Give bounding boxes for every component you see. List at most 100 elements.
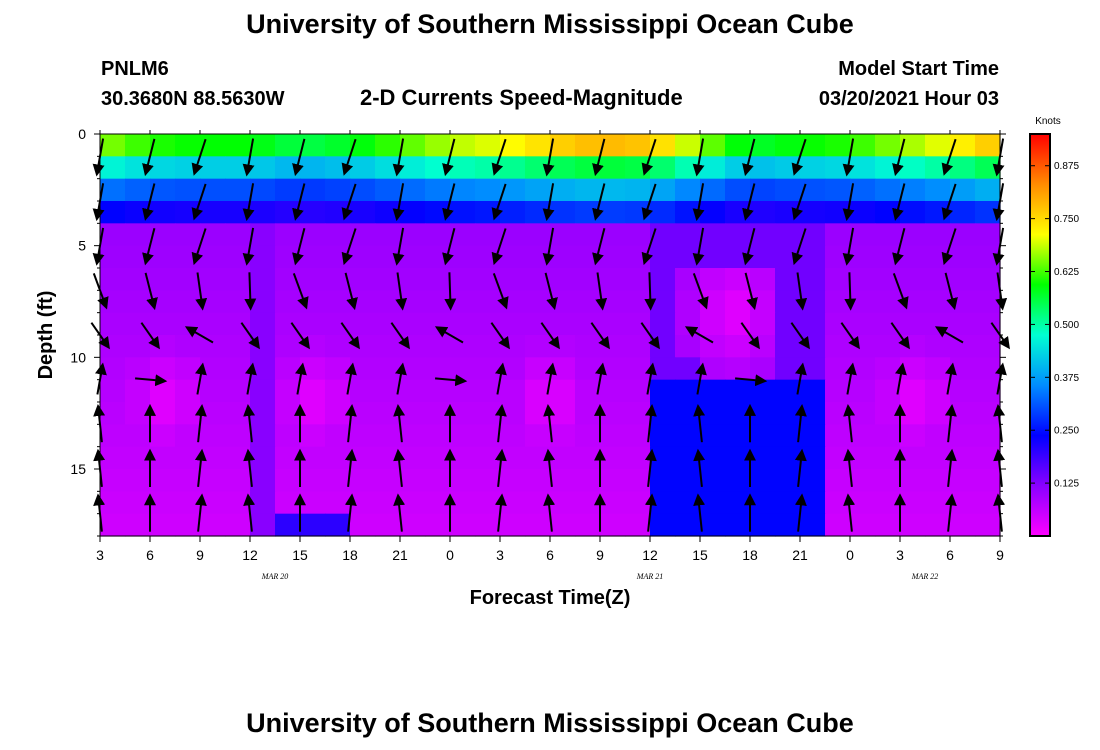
heatmap-cell xyxy=(725,424,751,448)
heatmap-cell xyxy=(250,201,276,224)
current-vector-arrow xyxy=(684,326,714,344)
heatmap-cell xyxy=(225,379,251,403)
current-vector-arrow xyxy=(142,183,156,221)
heatmap-cell xyxy=(550,424,576,448)
heatmap-cell xyxy=(925,379,951,403)
current-vector-arrow xyxy=(791,228,807,266)
heatmap-cell xyxy=(725,446,751,470)
heatmap-cell xyxy=(450,245,476,269)
heatmap-cell xyxy=(200,379,226,403)
current-vector-arrow xyxy=(491,228,507,266)
colorbar: Knots 0.875 0.750 0.625 0.500 0.375 0.250 0.12… xyxy=(1029,116,1079,537)
heatmap-cell xyxy=(675,402,701,425)
current-vector-arrow xyxy=(393,448,406,488)
heatmap-cell xyxy=(300,201,326,224)
heatmap-cell xyxy=(975,402,1001,425)
heatmap-cell xyxy=(950,201,976,224)
heatmap-cell xyxy=(600,290,626,314)
heatmap-cell xyxy=(825,469,851,492)
heatmap-cell xyxy=(400,379,426,403)
heatmap-cell xyxy=(650,201,676,224)
current-vector-arrow xyxy=(494,404,507,443)
heatmap-cell xyxy=(800,268,826,291)
heatmap-cell xyxy=(475,134,501,157)
heatmap-cell xyxy=(900,134,926,157)
heatmap-cell xyxy=(250,290,276,314)
heatmap-cell xyxy=(825,245,851,269)
heatmap-cell xyxy=(525,357,551,381)
heatmap-cell xyxy=(150,312,176,336)
heatmap-cell xyxy=(525,379,551,403)
heatmap-cell xyxy=(975,513,1001,537)
heatmap-cell xyxy=(250,357,276,381)
heatmap-cell xyxy=(600,357,626,381)
heatmap-cell xyxy=(775,357,801,381)
colorbar-tick-label: 0.500 xyxy=(1054,320,1079,331)
heatmap-cell xyxy=(675,201,701,224)
heatmap-cell xyxy=(425,469,451,492)
x-axis-title: Forecast Time(Z) xyxy=(470,587,631,609)
heatmap-cell xyxy=(350,469,376,492)
x-tick-label: 9 xyxy=(196,547,204,563)
y-tick-label: 10 xyxy=(70,349,86,365)
heatmap-cell xyxy=(325,312,351,336)
heatmap-cell xyxy=(700,268,726,291)
heatmap-cell xyxy=(550,379,576,403)
heatmap-cell xyxy=(925,446,951,470)
x-tick-label: 0 xyxy=(846,547,854,563)
heatmap-cell xyxy=(625,223,651,247)
heatmap-cell xyxy=(225,446,251,470)
current-vector-arrow xyxy=(842,227,855,266)
heatmap-cell xyxy=(200,513,226,537)
current-vector-arrow xyxy=(742,227,756,266)
heatmap-cell xyxy=(975,424,1001,448)
heatmap-cell xyxy=(600,469,626,492)
current-vector-arrow xyxy=(292,227,306,266)
heatmap-cell xyxy=(525,268,551,291)
current-vector-arrow xyxy=(693,493,706,532)
date-label: MAR 22 xyxy=(911,572,938,581)
current-vector-arrow xyxy=(595,362,607,395)
heatmap-cell xyxy=(950,156,976,180)
heatmap-cell xyxy=(125,312,151,336)
heatmap-cell xyxy=(350,156,376,180)
heatmap-cell xyxy=(975,134,1001,157)
current-vector-arrow xyxy=(345,362,357,395)
heatmap-cell xyxy=(325,379,351,403)
heatmap-cell xyxy=(775,446,801,470)
heatmap-cell xyxy=(475,513,501,537)
heatmap-cell xyxy=(550,178,576,202)
heatmap-cell xyxy=(450,402,476,425)
y-axis: 0 5 10 15 xyxy=(70,126,1006,537)
current-vector-arrow xyxy=(941,228,957,266)
heatmap-cell xyxy=(275,469,301,492)
heatmap-cell xyxy=(350,201,376,224)
heatmap-cell xyxy=(500,513,526,537)
heatmap-cell xyxy=(125,379,151,403)
heatmap-cell xyxy=(825,491,851,515)
heatmap-cell xyxy=(700,446,726,470)
heatmap-cell xyxy=(200,402,226,425)
current-vector-arrow xyxy=(791,138,807,176)
heatmap-cell xyxy=(400,312,426,336)
heatmap-cell xyxy=(275,335,301,358)
heatmap-cell xyxy=(175,446,201,470)
heatmap-cell xyxy=(850,469,876,492)
heatmap-cell xyxy=(250,446,276,470)
heatmap-cell xyxy=(850,134,876,157)
heatmap-cell xyxy=(925,223,951,247)
heatmap-cell xyxy=(400,156,426,180)
heatmap-cell xyxy=(525,223,551,247)
heatmap-cell xyxy=(950,402,976,425)
heatmap-cell xyxy=(650,312,676,336)
current-vector-arrow xyxy=(194,493,207,532)
heatmap-cell xyxy=(300,134,326,157)
date-label: MAR 21 xyxy=(636,572,663,581)
heatmap-cell xyxy=(675,156,701,180)
current-vector-arrow xyxy=(195,362,207,395)
current-vector-arrow xyxy=(491,183,507,221)
heatmap-cell xyxy=(450,312,476,336)
heatmap-cell xyxy=(650,357,676,381)
current-vector-arrow xyxy=(795,362,807,395)
heatmap-cell xyxy=(875,513,901,537)
